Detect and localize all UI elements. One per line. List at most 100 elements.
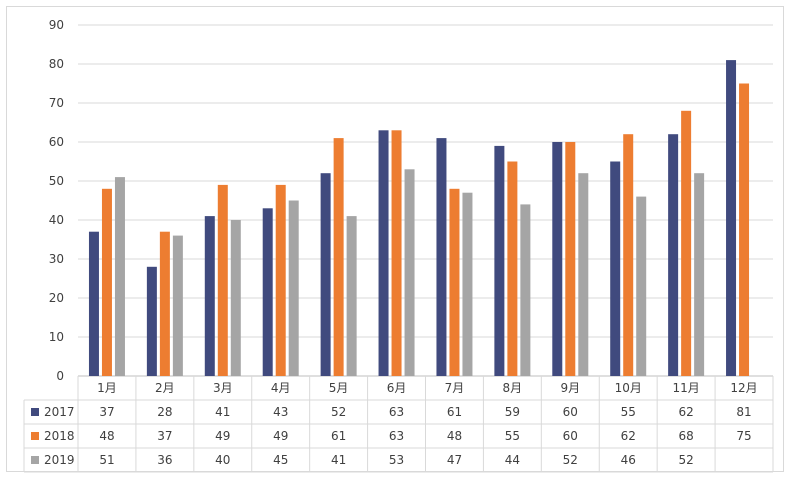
table-cell-2017-1月: 37 — [99, 405, 114, 419]
y-tick-label: 70 — [49, 96, 64, 110]
bar-2017-1月 — [88, 231, 99, 376]
category-label: 4月 — [271, 381, 291, 395]
y-tick-label: 40 — [49, 213, 64, 227]
legend-label-2017: 2017 — [44, 405, 75, 419]
bar-2019-6月 — [404, 169, 415, 376]
category-label: 8月 — [503, 381, 523, 395]
table-cell-2017-11月: 62 — [678, 405, 693, 419]
y-tick-label: 90 — [49, 18, 64, 32]
table-cell-2017-3月: 41 — [215, 405, 230, 419]
y-tick-label: 60 — [49, 135, 64, 149]
table-cell-2019-2月: 36 — [157, 453, 172, 467]
y-tick-label: 50 — [49, 174, 64, 188]
category-label: 10月 — [615, 381, 642, 395]
table-cell-2019-7月: 47 — [447, 453, 462, 467]
table-cell-2018-4月: 49 — [273, 429, 288, 443]
table-cell-2019-6月: 53 — [389, 453, 404, 467]
table-cell-2019-3月: 40 — [215, 453, 230, 467]
bar-2019-10月 — [636, 196, 647, 376]
bar-2018-4月 — [275, 184, 286, 376]
table-cell-2017-4月: 43 — [273, 405, 288, 419]
bar-2017-2月 — [146, 266, 157, 376]
bar-2019-1月 — [114, 177, 125, 376]
legend-label-2018: 2018 — [44, 429, 75, 443]
category-label: 11月 — [672, 381, 699, 395]
bar-2019-9月 — [578, 173, 589, 376]
data-table: 1月 2月 3月 4月 5月 6月 7月 8月 9月 10月 11月 12月 2017 37 28 41 43 5… — [23, 376, 774, 473]
bar-2017-10月 — [610, 161, 621, 376]
table-cell-2018-6月: 63 — [389, 429, 404, 443]
table-cell-2019-1月: 51 — [99, 453, 114, 467]
table-cell-2018-9月: 60 — [563, 429, 578, 443]
bars — [88, 60, 750, 377]
y-tick-label: 20 — [49, 291, 64, 305]
table-cell-2018-11月: 68 — [678, 429, 693, 443]
category-label: 12月 — [730, 381, 757, 395]
table-cell-2017-7月: 61 — [447, 405, 462, 419]
bar-2017-3月 — [204, 216, 215, 376]
bar-2017-8月 — [494, 145, 505, 376]
y-axis-ticks: 0 10 20 30 40 50 60 70 80 90 — [49, 18, 64, 383]
table-cell-2018-8月: 55 — [505, 429, 520, 443]
bar-2017-11月 — [668, 134, 679, 376]
table-cell-2019-4月: 45 — [273, 453, 288, 467]
bar-2019-7月 — [462, 192, 473, 376]
bar-2018-11月 — [681, 110, 692, 377]
bar-2019-3月 — [230, 220, 241, 376]
table-cell-2019-8月: 44 — [505, 453, 520, 467]
category-label: 9月 — [560, 381, 580, 395]
bar-2019-4月 — [288, 200, 299, 376]
y-tick-label: 30 — [49, 252, 64, 266]
table-cell-2018-10月: 62 — [621, 429, 636, 443]
bar-2018-5月 — [333, 138, 344, 376]
table-cell-2017-5月: 52 — [331, 405, 346, 419]
bar-2017-12月 — [726, 60, 737, 376]
bar-2018-12月 — [739, 83, 750, 376]
table-cell-2019-9月: 52 — [563, 453, 578, 467]
category-label: 2月 — [155, 381, 175, 395]
table-cell-2018-5月: 61 — [331, 429, 346, 443]
table-cell-2018-7月: 48 — [447, 429, 462, 443]
legend-key-2018 — [31, 432, 39, 440]
bar-2019-5月 — [346, 216, 357, 376]
table-cell-2018-12月: 75 — [736, 429, 751, 443]
table-cell-2018-1月: 48 — [99, 429, 114, 443]
table-cell-2017-8月: 59 — [505, 405, 520, 419]
bar-2017-6月 — [378, 130, 389, 376]
bar-2019-2月 — [172, 235, 183, 376]
category-label: 3月 — [213, 381, 233, 395]
y-tick-label: 80 — [49, 57, 64, 71]
table-cell-2017-12月: 81 — [736, 405, 751, 419]
legend-key-2017 — [31, 408, 39, 416]
table-cell-2017-6月: 63 — [389, 405, 404, 419]
table-cell-2019-5月: 41 — [331, 453, 346, 467]
bar-2018-6月 — [391, 130, 402, 376]
bar-2017-7月 — [436, 138, 447, 376]
y-tick-label: 0 — [56, 369, 64, 383]
bar-2018-9月 — [565, 142, 576, 376]
bar-2018-10月 — [623, 134, 634, 376]
y-tick-label: 10 — [49, 330, 64, 344]
bar-2018-1月 — [101, 188, 112, 376]
table-cell-2017-9月: 60 — [563, 405, 578, 419]
table-cell-2017-2月: 28 — [157, 405, 172, 419]
bar-2018-2月 — [159, 231, 170, 376]
bar-2017-9月 — [552, 142, 563, 376]
bar-2019-11月 — [694, 173, 705, 376]
category-label: 5月 — [329, 381, 349, 395]
bar-2018-7月 — [449, 188, 460, 376]
bar-2017-5月 — [320, 173, 331, 376]
legend-key-2019 — [31, 456, 39, 464]
table-cell-2019-10月: 46 — [621, 453, 636, 467]
bar-2018-8月 — [507, 161, 518, 376]
table-cell-2018-2月: 37 — [157, 429, 172, 443]
bar-2018-3月 — [217, 184, 228, 376]
legend-label-2019: 2019 — [44, 453, 75, 467]
table-cell-2019-11月: 52 — [678, 453, 693, 467]
category-label: 7月 — [445, 381, 465, 395]
category-label: 1月 — [97, 381, 117, 395]
bar-2017-4月 — [262, 208, 273, 376]
table-cell-2018-3月: 49 — [215, 429, 230, 443]
bar-2019-8月 — [520, 204, 531, 376]
